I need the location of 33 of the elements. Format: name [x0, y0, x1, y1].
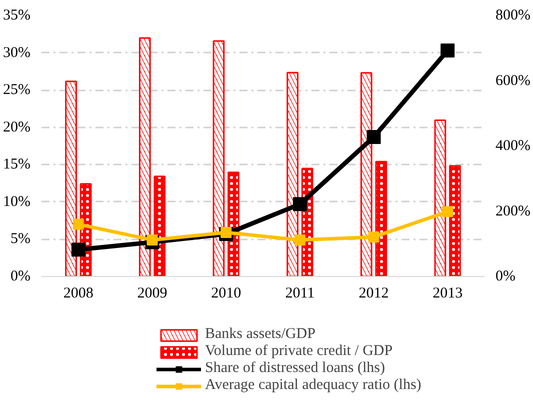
- x-tick-label: 2012: [358, 286, 389, 302]
- y-tick-label: 35%: [3, 8, 31, 24]
- point: [292, 197, 307, 212]
- legend-label: Share of distressed loans (lhs): [205, 360, 385, 377]
- y-tick-label: 25%: [3, 82, 31, 98]
- point: [71, 242, 86, 257]
- y-tick-label: 10%: [3, 194, 31, 210]
- legend-label: Average capital adequacy ratio (lhs): [205, 377, 422, 394]
- y2-tick-label: 400%: [496, 138, 530, 154]
- y-tick-label: 30%: [3, 44, 31, 61]
- point: [440, 44, 455, 58]
- y2-tick-label: 200%: [496, 203, 530, 220]
- point: [366, 130, 381, 144]
- point: [220, 227, 232, 238]
- y2-tick-label: 600%: [496, 72, 530, 89]
- x-tick-label: 2013: [432, 286, 463, 302]
- point: [294, 234, 306, 246]
- y-tick-label: 15%: [3, 156, 31, 173]
- y-tick-label: 20%: [3, 119, 31, 136]
- x-tick-label: 2010: [211, 286, 242, 302]
- point: [442, 206, 454, 218]
- x-tick-label: 2008: [63, 286, 94, 302]
- x-tick-label: 2009: [137, 286, 168, 302]
- y-tick-label: 0%: [10, 268, 31, 284]
- y2-tick-label: 0%: [496, 268, 516, 284]
- point: [72, 218, 84, 230]
- point: [368, 231, 380, 242]
- y-tick-label: 5%: [10, 231, 31, 248]
- legend-label: Banks assets/GDP: [205, 326, 316, 343]
- y2-tick-label: 800%: [496, 8, 530, 24]
- legend-label: Volume of private credit / GDP: [205, 343, 393, 360]
- x-tick-label: 2011: [285, 286, 315, 302]
- point: [146, 234, 158, 246]
